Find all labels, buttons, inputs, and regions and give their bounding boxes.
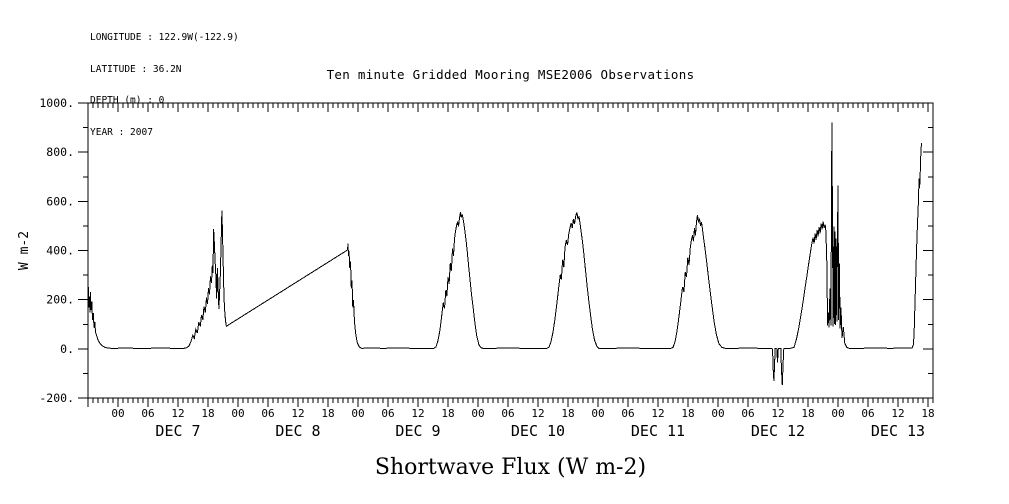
x-axis-hour-label: 00 [231,407,244,420]
metadata-year: YEAR : 2007 [90,126,153,138]
x-axis-hour-label: 12 [411,407,424,420]
y-axis-label: 800. [46,145,74,159]
x-axis-hour-label: 12 [171,407,184,420]
metadata-longitude: LONGITUDE : 122.9W(-122.9) [90,32,239,43]
x-axis-hour-label: 00 [111,407,124,420]
x-axis-hour-label: 12 [531,407,544,420]
plot-title: Ten minute Gridded Mooring MSE2006 Obser… [326,67,695,82]
y-axis-label: 0. [60,342,74,356]
x-axis-hour-label: 00 [831,407,844,420]
x-axis-hour-label: 18 [441,407,454,420]
x-axis-hour-label: 06 [381,407,394,420]
x-axis-hour-label: 00 [711,407,724,420]
x-axis-hour-label: 06 [501,407,514,420]
x-axis-hour-label: 18 [801,407,814,420]
x-axis-hour-label: 12 [771,407,784,420]
y-axis-label: -200. [39,391,74,405]
x-axis-date-label: DEC 11 [631,422,685,440]
x-axis-date-label: DEC 12 [751,422,805,440]
x-axis-date-label: DEC 10 [511,422,565,440]
x-axis-hour-label: 18 [201,407,214,420]
x-axis-date-label: DEC 7 [155,422,200,440]
x-axis-hour-label: 06 [261,407,274,420]
metadata-depth: DEPTH (m) : 0 [90,95,165,106]
metadata-block: LONGITUDE : 122.9W(-122.9) LATITUDE : 36… [90,12,239,159]
y-axis-title: W m-2 [17,231,32,270]
y-axis-label: 600. [46,194,74,208]
x-axis-hour-label: 18 [681,407,694,420]
chart-main-label: Shortwave Flux (W m-2) [374,455,647,480]
y-axis-label: 1000. [39,96,74,110]
x-axis-hour-label: 18 [561,407,574,420]
x-axis-hour-label: 06 [741,407,754,420]
x-axis-hour-label: 12 [651,407,664,420]
x-axis-hour-label: 06 [621,407,634,420]
x-axis-hour-label: 06 [861,407,874,420]
x-axis-hour-label: 18 [321,407,334,420]
flux-line [87,122,922,386]
x-axis-hour-label: 12 [291,407,304,420]
x-axis-date-label: DEC 9 [395,422,440,440]
y-axis-label: 400. [46,244,74,258]
metadata-latitude: LATITUDE : 36.2N [90,63,182,75]
x-axis-hour-label: 18 [921,407,934,420]
x-axis-hour-label: 00 [471,407,484,420]
x-axis-hour-label: 00 [591,407,604,420]
x-axis-date-label: DEC 8 [275,422,320,440]
x-axis-date-label: DEC 13 [871,422,925,440]
x-axis-hour-label: 06 [141,407,154,420]
y-axis-label: 200. [46,293,74,307]
x-axis-hour-label: 00 [351,407,364,420]
x-axis-hour-label: 12 [891,407,904,420]
